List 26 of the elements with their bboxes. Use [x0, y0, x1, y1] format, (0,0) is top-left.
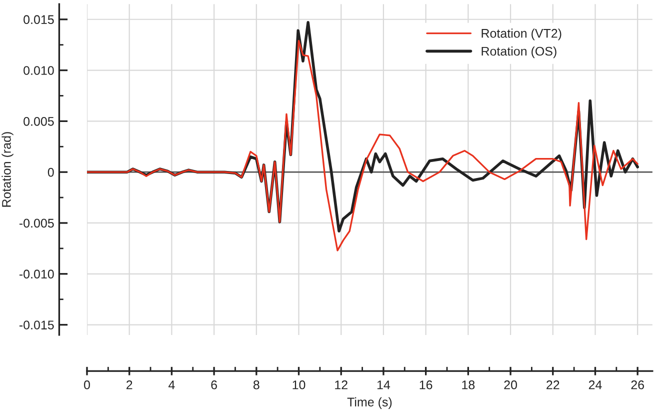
y-tick-label: 0.010	[24, 66, 54, 75]
x-tick-label: 12	[335, 380, 348, 390]
x-tick-label: 8	[253, 380, 260, 390]
y-tick-label: -0.015	[19, 320, 54, 330]
x-tick-label: 16	[420, 380, 432, 390]
y-tick-label: 0.005	[24, 116, 54, 126]
y-tick-label: 0	[48, 168, 54, 177]
x-tick-label: 14	[377, 380, 390, 390]
x-tick-label: 22	[546, 380, 560, 390]
y-tick-label: -0.005	[19, 218, 54, 228]
x-tick-label: 18	[462, 380, 475, 390]
x-tick-label: 20	[504, 380, 517, 390]
legend-label: Rotation (OS)	[482, 46, 556, 58]
y-axis-title: Rotation (rad)	[2, 132, 14, 207]
line-series	[86, 40, 638, 252]
y-tick-label: -0.010	[19, 270, 54, 279]
x-tick-label: 6	[211, 380, 217, 390]
x-tick-label: 2	[126, 380, 132, 390]
x-tick-label: 24	[588, 380, 602, 390]
legend-label: Rotation (VT2)	[482, 28, 562, 40]
x-axis-title: Time (s)	[347, 397, 392, 409]
x-tick-label: 4	[168, 380, 175, 390]
y-tick-label: 0.015	[24, 15, 54, 24]
x-tick-label: 10	[292, 380, 306, 390]
x-tick-label: 26	[631, 380, 644, 390]
x-tick-label: 0	[84, 380, 90, 390]
